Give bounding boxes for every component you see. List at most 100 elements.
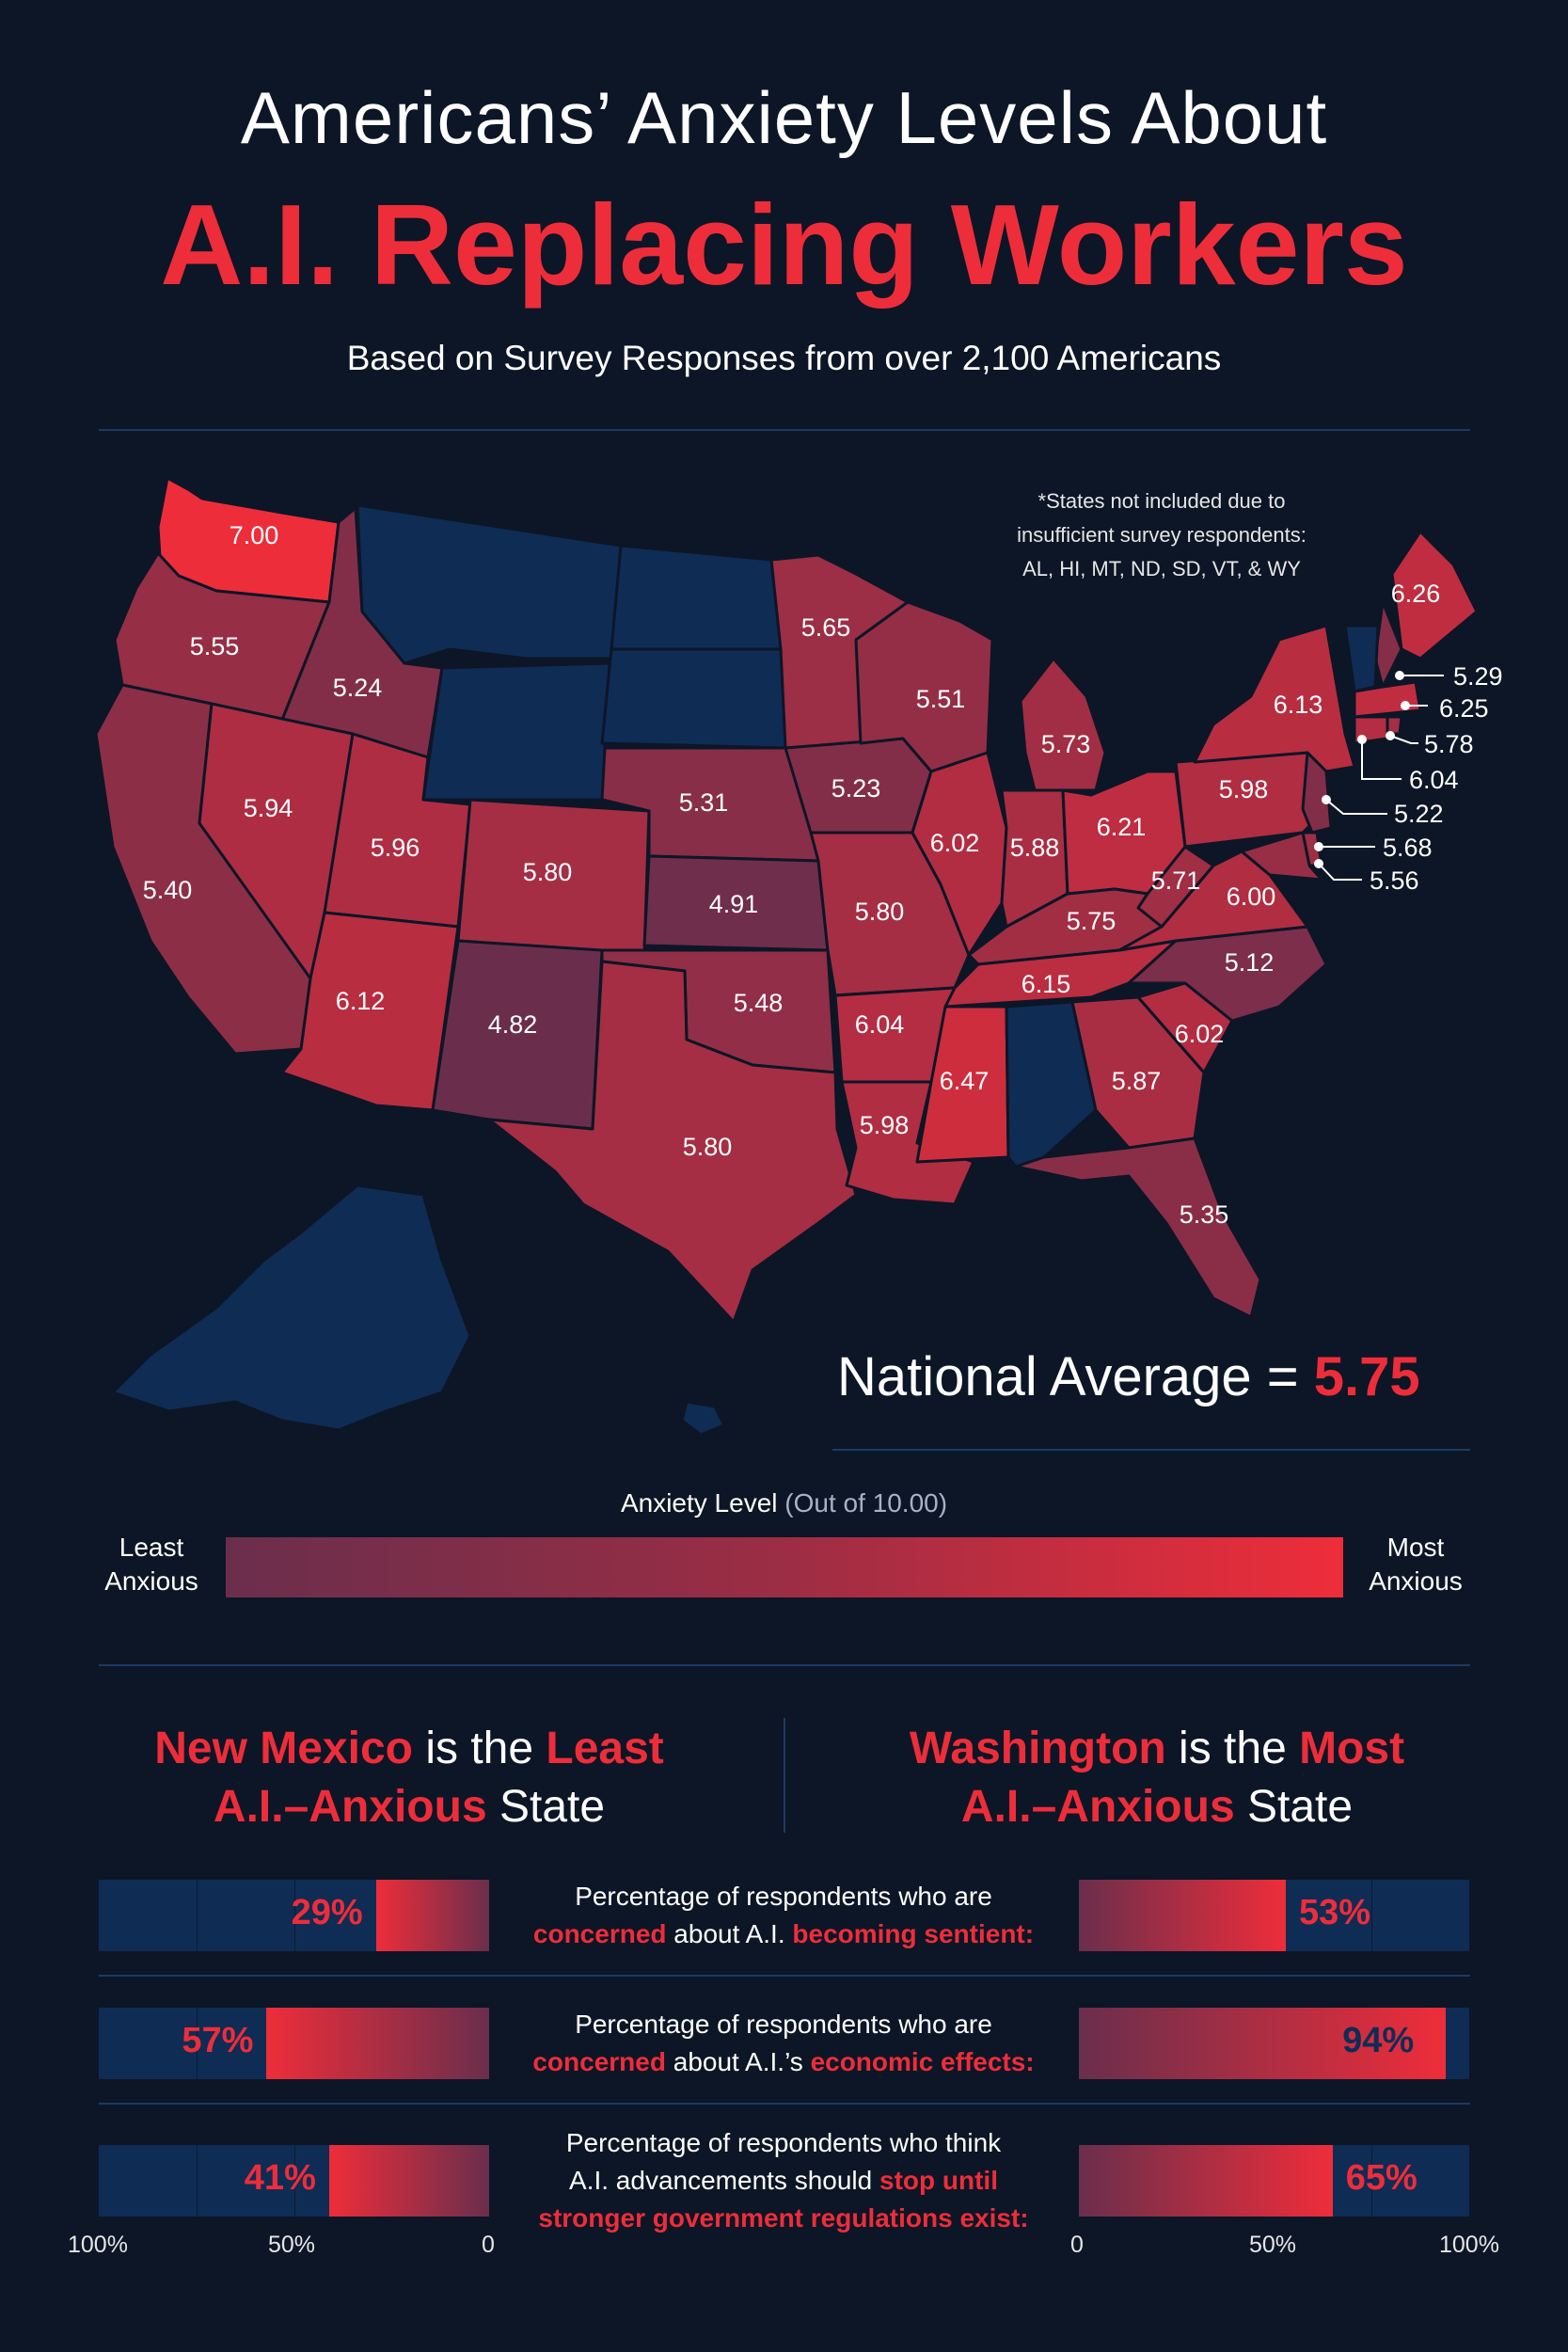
state-md bbox=[1240, 831, 1323, 882]
callout-line-nj bbox=[1325, 799, 1387, 815]
callout-dot-nj bbox=[1322, 795, 1331, 804]
state-sd bbox=[600, 647, 787, 750]
gridline bbox=[196, 2145, 198, 2217]
legend-most-line-1: Most bbox=[1386, 1533, 1445, 1562]
nm-bar-fill-2 bbox=[266, 2008, 489, 2079]
wa-bar-fill-2 bbox=[1079, 2008, 1447, 2079]
state-wv bbox=[1136, 845, 1215, 929]
state-tx bbox=[487, 960, 858, 1324]
state-value-mi: 5.73 bbox=[1041, 730, 1091, 758]
question-3-line-1: Percentage of respondents who think bbox=[565, 2128, 1002, 2157]
desc-part: about A.I. bbox=[666, 1919, 793, 1948]
wa-bar-track-2: 94% bbox=[1079, 2008, 1469, 2079]
gridline bbox=[196, 1880, 198, 1951]
state-value-me: 6.26 bbox=[1391, 580, 1441, 608]
nm-bar-track-3: 41% bbox=[99, 2145, 489, 2217]
desc-part: becoming sentient: bbox=[792, 1919, 1035, 1948]
state-value-ma: 6.25 bbox=[1439, 694, 1489, 723]
callout-dot-ma bbox=[1401, 701, 1410, 710]
state-az bbox=[280, 911, 460, 1112]
most-is-the: is the bbox=[1165, 1724, 1300, 1773]
legend-most-label: Most Anxious bbox=[1354, 1531, 1477, 1598]
header-divider bbox=[99, 429, 1470, 431]
state-value-ct: 6.04 bbox=[1409, 766, 1459, 794]
state-value-wa: 7.00 bbox=[230, 521, 279, 549]
desc-part: concerned bbox=[532, 2047, 666, 2076]
callout-line-ct bbox=[1361, 739, 1402, 780]
wa-bar-value-1: 53% bbox=[1298, 1893, 1370, 1932]
desc-part: economic effects: bbox=[810, 2047, 1035, 2076]
wa-bar-value-2: 94% bbox=[1342, 2021, 1415, 2060]
state-value-nc: 5.12 bbox=[1225, 948, 1275, 977]
state-value-nh: 5.29 bbox=[1453, 662, 1503, 691]
desc-part: A.I. advancements should bbox=[569, 2166, 879, 2195]
left-axis-tick-0: 0 bbox=[482, 2232, 495, 2258]
state-value-ky: 5.75 bbox=[1067, 907, 1117, 935]
national-average-divider bbox=[832, 1449, 1470, 1451]
state-nd bbox=[610, 544, 783, 651]
callout-dot-de bbox=[1314, 842, 1323, 851]
state-value-ok: 5.48 bbox=[734, 989, 784, 1017]
most-state-name: Washington bbox=[909, 1724, 1166, 1773]
nm-bar-track-2: 57% bbox=[99, 2008, 489, 2079]
state-value-md: 5.56 bbox=[1370, 866, 1419, 895]
gridline bbox=[196, 2008, 198, 2079]
row-divider-1 bbox=[99, 1975, 1470, 1977]
legend-least-line-2: Anxious bbox=[104, 1566, 198, 1596]
legend-least-line-1: Least bbox=[119, 1533, 184, 1562]
question-2: Percentage of respondents who are concern… bbox=[501, 2006, 1066, 2081]
question-3-line-2: A.I. advancements should stop until bbox=[501, 2162, 1066, 2200]
question-1-line-1: Percentage of respondents who are bbox=[575, 1882, 992, 1911]
legend-scale-note: (Out of 10.00) bbox=[784, 1488, 948, 1518]
note-line-3: AL, HI, MT, ND, SD, VT, & WY bbox=[1022, 557, 1301, 580]
right-axis-tick-100: 100% bbox=[1439, 2232, 1499, 2258]
nm-bar-value-3: 41% bbox=[244, 2158, 316, 2198]
state-value-oh: 6.21 bbox=[1097, 813, 1147, 841]
question-3-line-3: stronger government regulations exist: bbox=[501, 2200, 1066, 2237]
nm-bar-value-1: 29% bbox=[291, 1893, 363, 1932]
least-anxious-word: A.I.–Anxious bbox=[213, 1782, 487, 1832]
wa-bar-track-3: 65% bbox=[1079, 2145, 1469, 2217]
left-axis-tick-100: 100% bbox=[68, 2232, 128, 2258]
state-value-or: 5.55 bbox=[190, 632, 240, 660]
question-2-line-2: concerned about A.I.’s economic effects: bbox=[501, 2043, 1066, 2081]
callout-dot-ri bbox=[1386, 731, 1395, 740]
subtitle: Based on Survey Responses from over 2,10… bbox=[346, 339, 1222, 377]
us-map: 7.00 5.55 5.24 5.40 5.94 5.96 6.12 5.80 4.82 5.31… bbox=[94, 476, 1503, 1437]
nm-bar-fill-1 bbox=[375, 1880, 489, 1951]
question-1: Percentage of respondents who are concern… bbox=[501, 1878, 1066, 1953]
callout-line-md bbox=[1318, 863, 1362, 881]
excluded-states-note: *States not included due to insufficient… bbox=[950, 485, 1373, 586]
state-value-va: 6.00 bbox=[1227, 882, 1276, 911]
callout-dot-md bbox=[1314, 859, 1323, 868]
gridline bbox=[293, 2145, 295, 2217]
state-value-in: 5.88 bbox=[1010, 834, 1060, 862]
state-value-ia: 5.23 bbox=[832, 774, 881, 803]
state-nj bbox=[1301, 751, 1333, 834]
state-value-il: 6.02 bbox=[930, 829, 980, 857]
question-2-line-1: Percentage of respondents who are bbox=[575, 2010, 992, 2039]
state-il bbox=[911, 751, 1008, 957]
least-state-name: New Mexico bbox=[154, 1724, 413, 1773]
state-mi bbox=[1019, 657, 1107, 792]
legend-divider bbox=[99, 1664, 1470, 1666]
state-value-ne: 5.31 bbox=[679, 788, 729, 817]
title-line-1: Americans’ Anxiety Levels About bbox=[240, 76, 1328, 159]
callout-line-ri bbox=[1389, 735, 1418, 744]
state-value-id: 5.24 bbox=[333, 674, 383, 702]
legend-gradient-bar bbox=[226, 1537, 1343, 1597]
state-ms bbox=[915, 1005, 1010, 1164]
heading-divider bbox=[784, 1718, 785, 1833]
national-average-value: 5.75 bbox=[1313, 1346, 1420, 1407]
state-value-az: 6.12 bbox=[336, 987, 386, 1015]
least-word: Least bbox=[546, 1724, 664, 1773]
legend-title-text: Anxiety Level bbox=[620, 1488, 778, 1518]
callout-dot-nh bbox=[1395, 671, 1404, 680]
state-value-ar: 6.04 bbox=[855, 1010, 905, 1039]
note-line-1: *States not included due to bbox=[1037, 489, 1286, 513]
state-value-de: 5.68 bbox=[1383, 834, 1433, 862]
callout-dot-ct bbox=[1357, 735, 1367, 744]
state-value-ks: 4.91 bbox=[709, 890, 759, 918]
state-value-la: 5.98 bbox=[860, 1111, 910, 1139]
least-suffix: State bbox=[486, 1782, 606, 1832]
